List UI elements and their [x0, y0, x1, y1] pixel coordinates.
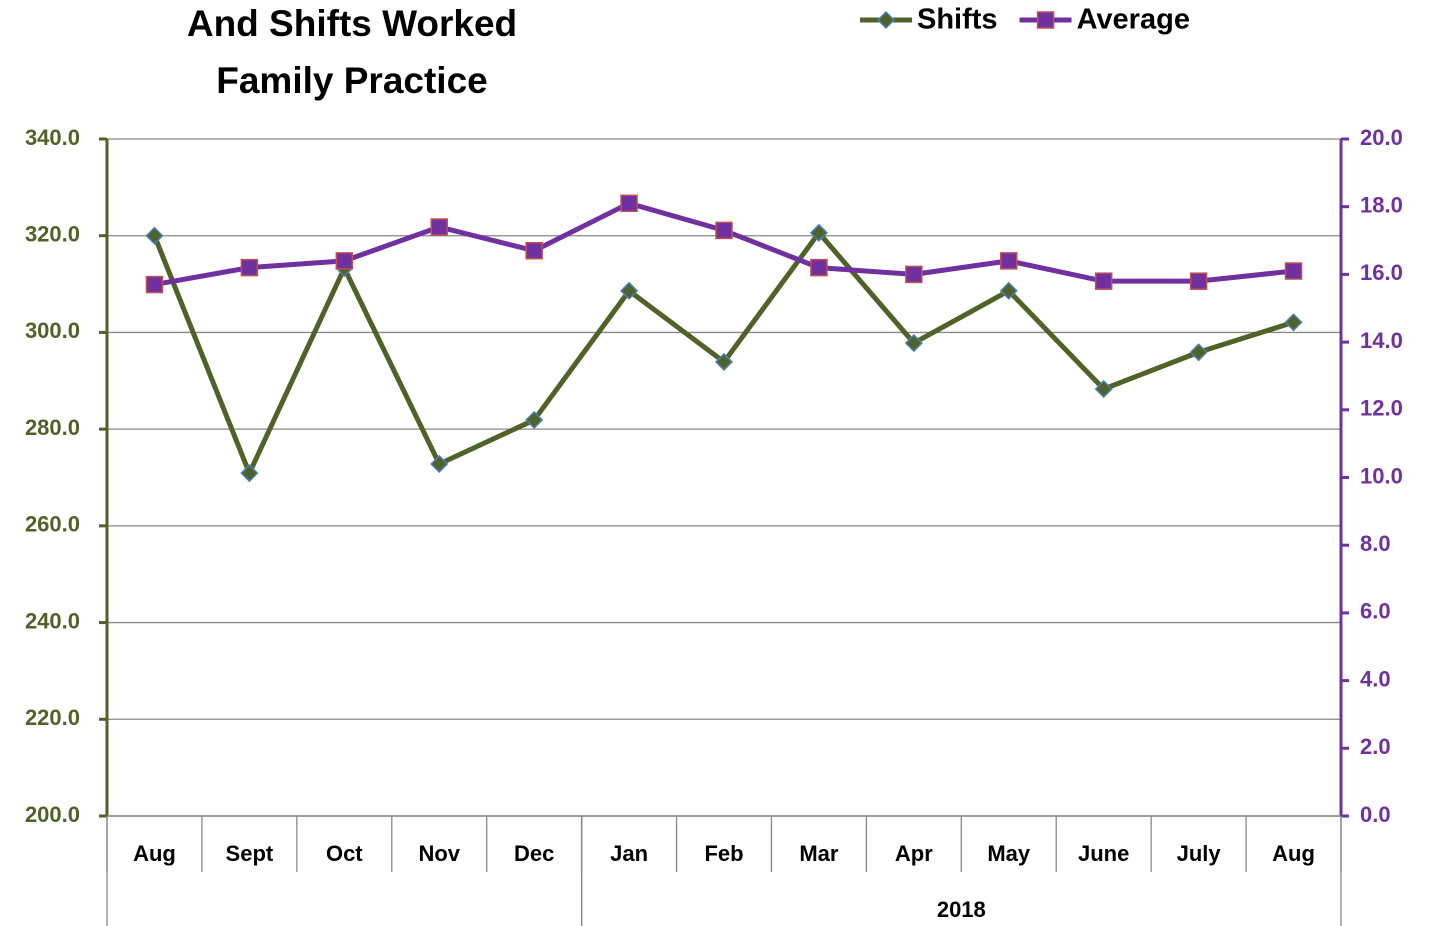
data-point — [715, 221, 733, 240]
y2-tick-label: 0.0 — [1360, 802, 1391, 827]
data-point — [714, 352, 734, 371]
y-tick-label: 340.0 — [25, 125, 80, 150]
data-point — [1094, 379, 1113, 399]
y2-tick-label: 10.0 — [1360, 463, 1403, 488]
data-point — [1189, 272, 1208, 290]
x-tick-label: Oct — [326, 841, 363, 866]
legend-marker — [1036, 11, 1055, 29]
data-point — [620, 281, 639, 300]
y-tick-label: 220.0 — [25, 705, 80, 730]
x-tick-label: Jan — [610, 841, 648, 866]
legend-marker — [876, 10, 896, 30]
y2-tick-label: 20.0 — [1360, 125, 1403, 150]
y2-tick-label: 18.0 — [1360, 193, 1403, 218]
data-point — [525, 410, 544, 430]
data-point — [1284, 313, 1303, 332]
x-tick-label: Aug — [133, 841, 176, 866]
y-tick-label: 260.0 — [25, 512, 80, 537]
data-point — [430, 218, 448, 236]
y2-tick-label: 6.0 — [1360, 599, 1391, 624]
data-point — [1000, 252, 1018, 270]
legend-label: Average — [1077, 4, 1190, 36]
data-point — [620, 194, 638, 213]
y-tick-label: 320.0 — [25, 222, 80, 247]
data-point — [1284, 262, 1303, 280]
y2-tick-label: 14.0 — [1360, 328, 1403, 353]
data-point — [145, 275, 164, 294]
y2-tick-label: 16.0 — [1360, 260, 1403, 285]
data-point — [145, 226, 164, 245]
x-tick-label: Sept — [226, 841, 274, 866]
x-tick-label: Apr — [895, 841, 933, 866]
data-point — [904, 334, 923, 353]
data-point — [240, 258, 259, 277]
data-point — [809, 223, 828, 242]
y-tick-label: 240.0 — [25, 608, 80, 633]
y2-tick-label: 4.0 — [1360, 666, 1391, 691]
data-point — [240, 464, 259, 483]
data-point — [335, 252, 354, 270]
x-tick-label: Nov — [418, 841, 460, 866]
data-point — [905, 265, 923, 284]
y2-tick-label: 12.0 — [1360, 396, 1403, 421]
x-tick-label: Mar — [799, 841, 839, 866]
x-tick-label: July — [1177, 841, 1222, 866]
chart-title: And Shifts Worked — [187, 3, 517, 44]
data-point — [1094, 272, 1113, 290]
x-tick-label: June — [1078, 841, 1129, 866]
y2-tick-label: 8.0 — [1360, 531, 1391, 556]
data-point — [525, 241, 543, 260]
series-line — [154, 200, 1294, 288]
x-tick-label: Dec — [514, 841, 554, 866]
x-tick-label: Aug — [1272, 841, 1315, 866]
x-tick-label: Feb — [704, 841, 743, 866]
data-point — [1189, 343, 1208, 362]
y2-tick-label: 2.0 — [1360, 734, 1391, 759]
y-tick-label: 200.0 — [25, 802, 80, 827]
data-point — [430, 454, 449, 474]
data-point — [810, 258, 828, 277]
legend-label: Shifts — [917, 4, 998, 36]
y-tick-label: 300.0 — [25, 318, 80, 343]
x-tick-label: May — [987, 841, 1031, 866]
chart-title: Family Practice — [216, 60, 487, 101]
group-label: 2018 — [937, 897, 986, 922]
data-point — [999, 281, 1018, 300]
y-tick-label: 280.0 — [25, 415, 80, 440]
